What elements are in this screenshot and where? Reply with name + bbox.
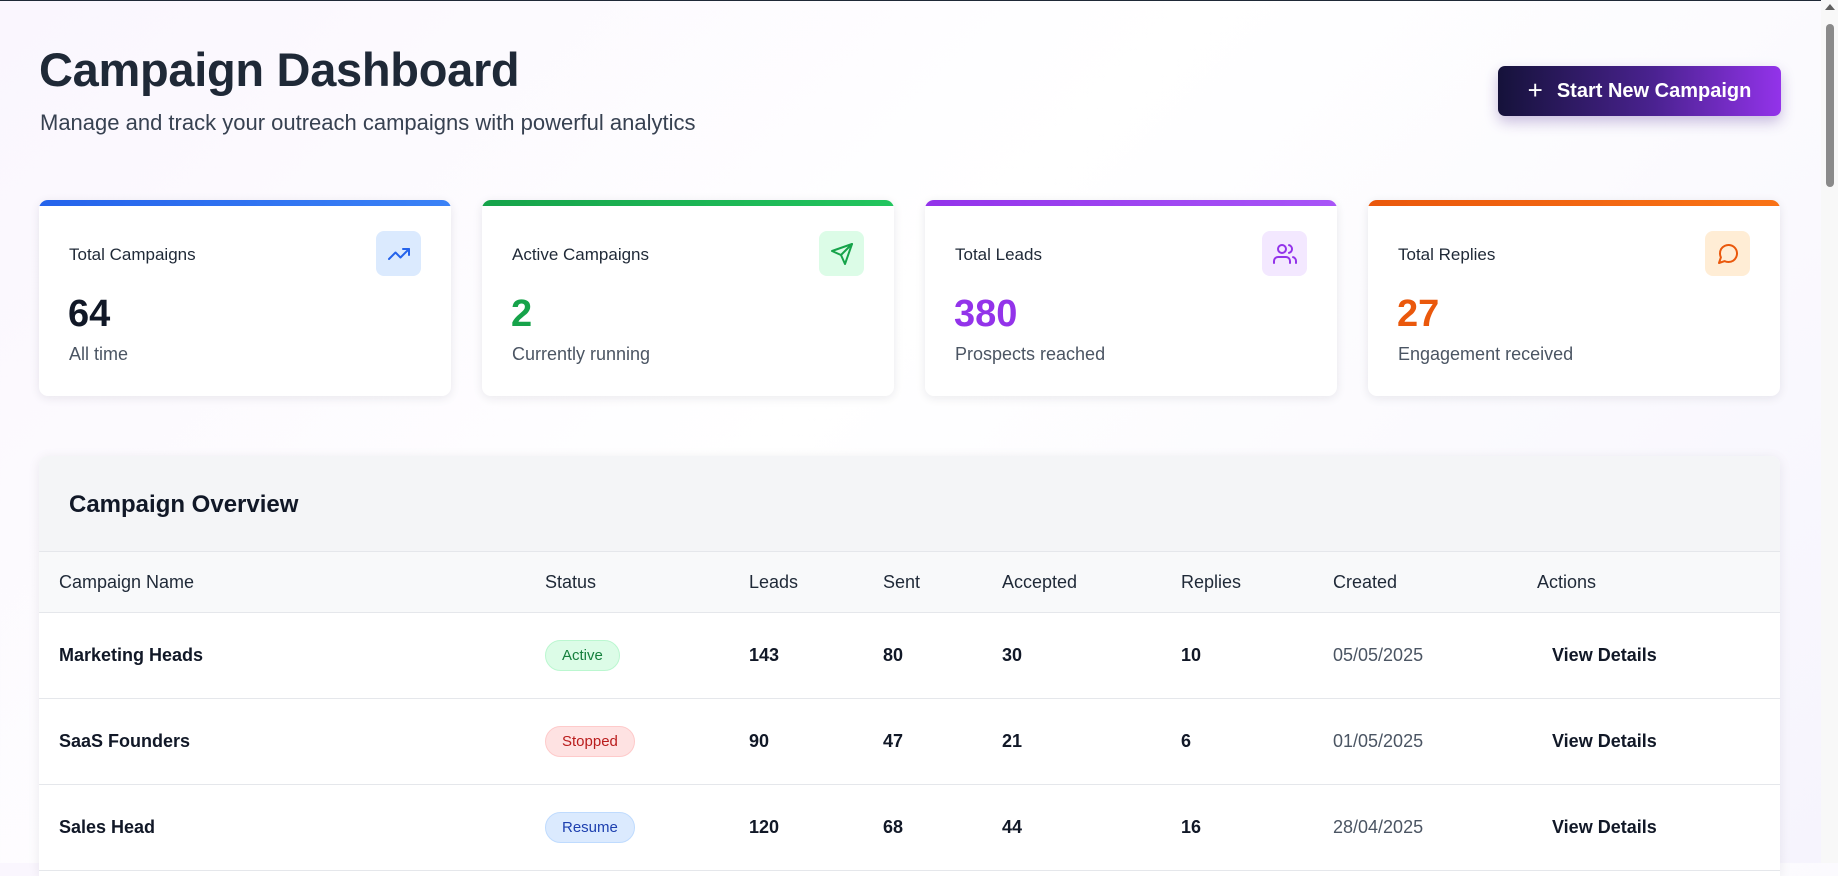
stat-card-total-campaigns: Total Campaigns 64 All time bbox=[39, 200, 451, 396]
status-cell: Stopped bbox=[545, 699, 635, 784]
campaign-overview-panel: Campaign Overview Campaign Name Status L… bbox=[39, 456, 1780, 876]
stat-caption: Currently running bbox=[512, 344, 651, 364]
page-title: Campaign Dashboard bbox=[39, 43, 520, 96]
campaign-name: Marketing Heads bbox=[59, 645, 204, 665]
stat-icon-box bbox=[819, 231, 864, 276]
stat-value: 27 bbox=[1397, 293, 1440, 335]
column-header-replies: Replies bbox=[1181, 571, 1242, 592]
status-cell: Active bbox=[545, 613, 620, 698]
table-row: SaaS Founders Stopped 90 47 21 6 01/05/2… bbox=[39, 699, 1780, 785]
created-date: 01/05/2025 bbox=[1333, 731, 1424, 751]
status-badge: Active bbox=[545, 640, 620, 671]
accepted-value: 44 bbox=[1002, 817, 1023, 837]
stat-card-total-replies: Total Replies 27 Engagement received bbox=[1368, 200, 1780, 396]
users-icon bbox=[1272, 243, 1297, 264]
card-accent-bar bbox=[482, 200, 894, 206]
sent-value: 80 bbox=[883, 645, 904, 665]
start-new-campaign-label: Start New Campaign bbox=[1556, 79, 1752, 102]
stat-caption: Engagement received bbox=[1398, 344, 1574, 364]
page-subtitle: Manage and track your outreach campaigns… bbox=[40, 110, 696, 135]
stat-caption: Prospects reached bbox=[955, 344, 1106, 364]
column-header-campaign-name: Campaign Name bbox=[59, 571, 195, 592]
column-header-leads: Leads bbox=[749, 571, 799, 592]
send-icon bbox=[830, 242, 853, 265]
window-top-border bbox=[0, 0, 1838, 1]
vertical-scrollbar[interactable] bbox=[1821, 0, 1838, 863]
view-details-button[interactable]: View Details bbox=[1552, 645, 1657, 665]
card-accent-bar bbox=[925, 200, 1337, 206]
table-row: Marketing Heads Active 143 80 30 10 05/0… bbox=[39, 613, 1780, 699]
view-details-button[interactable]: View Details bbox=[1552, 817, 1657, 837]
accepted-value: 21 bbox=[1002, 731, 1023, 751]
start-new-campaign-button[interactable]: + Start New Campaign bbox=[1498, 66, 1781, 116]
campaign-name: SaaS Founders bbox=[59, 731, 191, 751]
stat-icon-box bbox=[376, 231, 421, 276]
plus-icon: + bbox=[1527, 74, 1543, 105]
status-badge: Resume bbox=[545, 812, 635, 843]
card-accent-bar bbox=[1368, 200, 1780, 206]
stat-label: Active Campaigns bbox=[512, 245, 650, 264]
stat-label: Total Leads bbox=[955, 245, 1042, 264]
created-date: 05/05/2025 bbox=[1333, 645, 1424, 665]
stat-value: 64 bbox=[68, 293, 111, 335]
created-date: 28/04/2025 bbox=[1333, 817, 1424, 837]
scroll-up-arrow-icon[interactable] bbox=[1825, 4, 1835, 10]
stat-value: 380 bbox=[954, 293, 1018, 335]
stat-icon-box bbox=[1262, 231, 1307, 276]
card-accent-bar bbox=[39, 200, 451, 206]
stat-card-active-campaigns: Active Campaigns 2 Currently running bbox=[482, 200, 894, 396]
status-badge: Stopped bbox=[545, 726, 635, 757]
campaign-overview-header: Campaign Overview bbox=[39, 456, 1780, 552]
stat-caption: All time bbox=[69, 344, 129, 364]
sent-value: 47 bbox=[883, 731, 904, 751]
accepted-value: 30 bbox=[1002, 645, 1023, 665]
table-row: Sales Head Resume 120 68 44 16 28/04/202… bbox=[39, 785, 1780, 871]
column-header-actions: Actions bbox=[1537, 571, 1597, 592]
replies-value: 16 bbox=[1181, 817, 1202, 837]
column-header-status: Status bbox=[545, 571, 597, 592]
column-header-sent: Sent bbox=[883, 571, 921, 592]
campaign-overview-title: Campaign Overview bbox=[69, 491, 299, 518]
stat-icon-box bbox=[1705, 231, 1750, 276]
stat-value: 2 bbox=[511, 293, 533, 335]
leads-value: 143 bbox=[749, 645, 780, 665]
stat-card-total-leads: Total Leads 380 Prospects reached bbox=[925, 200, 1337, 396]
view-details-button[interactable]: View Details bbox=[1552, 731, 1657, 751]
column-header-accepted: Accepted bbox=[1002, 571, 1078, 592]
scrollbar-thumb[interactable] bbox=[1826, 24, 1834, 187]
trending-up-icon bbox=[387, 247, 410, 260]
leads-value: 120 bbox=[749, 817, 780, 837]
stat-label: Total Campaigns bbox=[69, 245, 196, 264]
replies-value: 10 bbox=[1181, 645, 1202, 665]
sent-value: 68 bbox=[883, 817, 904, 837]
message-circle-icon bbox=[1717, 243, 1738, 264]
replies-value: 6 bbox=[1181, 731, 1192, 751]
leads-value: 90 bbox=[749, 731, 770, 751]
campaign-name: Sales Head bbox=[59, 817, 156, 837]
stat-label: Total Replies bbox=[1398, 245, 1496, 264]
status-cell: Resume bbox=[545, 785, 635, 870]
table-header-row: Campaign Name Status Leads Sent Accepted… bbox=[39, 552, 1780, 613]
column-header-created: Created bbox=[1333, 571, 1398, 592]
